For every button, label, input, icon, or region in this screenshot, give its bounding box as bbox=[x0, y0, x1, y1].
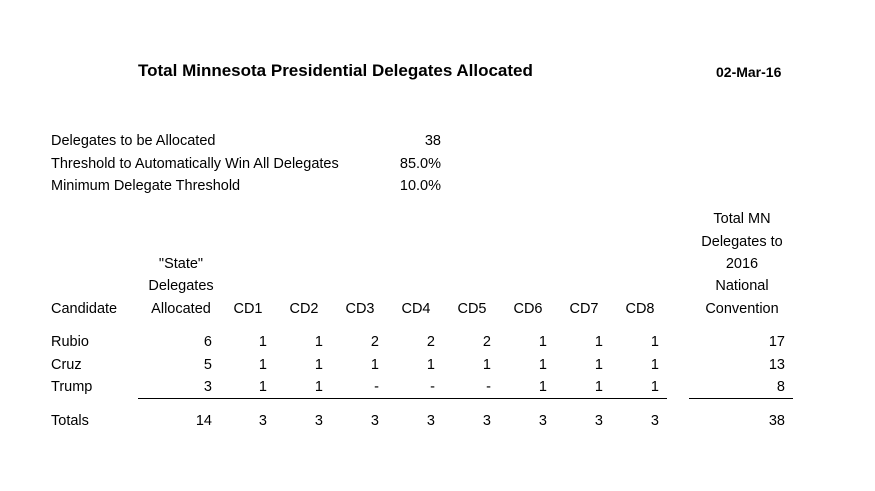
row-trump-candidate: Trump bbox=[51, 379, 93, 395]
header-candidate: Candidate bbox=[51, 301, 118, 317]
row-cruz-cd5: 1 bbox=[482, 357, 491, 373]
row-trump-cd3: - bbox=[374, 379, 379, 395]
totals-total: 38 bbox=[768, 413, 785, 429]
sum-rule-total bbox=[689, 398, 793, 399]
row-cruz-cd7: 1 bbox=[594, 357, 603, 373]
row-trump-total: 8 bbox=[776, 379, 785, 395]
header-cd3: CD3 bbox=[345, 301, 375, 317]
totals-cd2: 3 bbox=[314, 413, 323, 429]
header-cd7: CD7 bbox=[569, 301, 599, 317]
header-state-line3: Allocated bbox=[151, 301, 211, 317]
header-total-line3: 2016 bbox=[725, 256, 759, 272]
param-label-auto-threshold: Threshold to Automatically Win All Deleg… bbox=[51, 156, 339, 172]
row-cruz-candidate: Cruz bbox=[51, 357, 82, 373]
row-cruz-cd8: 1 bbox=[650, 357, 659, 373]
row-rubio-cd5: 2 bbox=[482, 334, 491, 350]
row-cruz-cd1: 1 bbox=[258, 357, 267, 373]
totals-cd1: 3 bbox=[258, 413, 267, 429]
param-label-min-threshold: Minimum Delegate Threshold bbox=[51, 178, 241, 194]
totals-state: 14 bbox=[195, 413, 212, 429]
header-cd8: CD8 bbox=[625, 301, 655, 317]
totals-cd7: 3 bbox=[594, 413, 603, 429]
row-rubio-cd1: 1 bbox=[258, 334, 267, 350]
totals-label: Totals bbox=[51, 413, 89, 429]
header-total-line2: Delegates to bbox=[701, 234, 783, 250]
page-title: Total Minnesota Presidential Delegates A… bbox=[138, 61, 533, 80]
header-state-line1: "State" bbox=[158, 256, 204, 272]
totals-cd3: 3 bbox=[370, 413, 379, 429]
header-cd5: CD5 bbox=[457, 301, 487, 317]
row-rubio-cd7: 1 bbox=[594, 334, 603, 350]
row-cruz-cd4: 1 bbox=[426, 357, 435, 373]
row-trump-cd8: 1 bbox=[650, 379, 659, 395]
totals-cd8: 3 bbox=[650, 413, 659, 429]
param-value-delegates: 38 bbox=[424, 133, 441, 149]
row-rubio-cd3: 2 bbox=[370, 334, 379, 350]
totals-cd5: 3 bbox=[482, 413, 491, 429]
row-rubio-cd8: 1 bbox=[650, 334, 659, 350]
row-cruz-total: 13 bbox=[768, 357, 785, 373]
header-total-line5: Convention bbox=[705, 301, 779, 317]
row-cruz-cd3: 1 bbox=[370, 357, 379, 373]
row-trump-cd2: 1 bbox=[314, 379, 323, 395]
header-total-line4: National bbox=[715, 278, 769, 294]
header-state-line2: Delegates bbox=[148, 278, 214, 294]
row-trump-state: 3 bbox=[203, 379, 212, 395]
row-cruz-state: 5 bbox=[203, 357, 212, 373]
param-value-min-threshold: 10.0% bbox=[399, 178, 441, 194]
totals-cd4: 3 bbox=[426, 413, 435, 429]
row-rubio-cd4: 2 bbox=[426, 334, 435, 350]
row-rubio-cd2: 1 bbox=[314, 334, 323, 350]
row-trump-cd7: 1 bbox=[594, 379, 603, 395]
totals-cd6: 3 bbox=[538, 413, 547, 429]
header-cd4: CD4 bbox=[401, 301, 431, 317]
header-cd2: CD2 bbox=[289, 301, 319, 317]
sum-rule-districts bbox=[138, 398, 667, 399]
report-date: 02-Mar-16 bbox=[716, 64, 782, 80]
header-cd6: CD6 bbox=[513, 301, 543, 317]
row-rubio-cd6: 1 bbox=[538, 334, 547, 350]
row-rubio-candidate: Rubio bbox=[51, 334, 89, 350]
row-rubio-total: 17 bbox=[768, 334, 785, 350]
row-cruz-cd6: 1 bbox=[538, 357, 547, 373]
param-value-auto-threshold: 85.0% bbox=[399, 156, 441, 172]
row-trump-cd6: 1 bbox=[538, 379, 547, 395]
row-trump-cd5: - bbox=[486, 379, 491, 395]
header-total-line1: Total MN bbox=[713, 211, 771, 227]
row-trump-cd4: - bbox=[430, 379, 435, 395]
row-cruz-cd2: 1 bbox=[314, 357, 323, 373]
row-trump-cd1: 1 bbox=[258, 379, 267, 395]
header-cd1: CD1 bbox=[233, 301, 263, 317]
param-label-delegates: Delegates to be Allocated bbox=[51, 133, 216, 149]
row-rubio-state: 6 bbox=[203, 334, 212, 350]
